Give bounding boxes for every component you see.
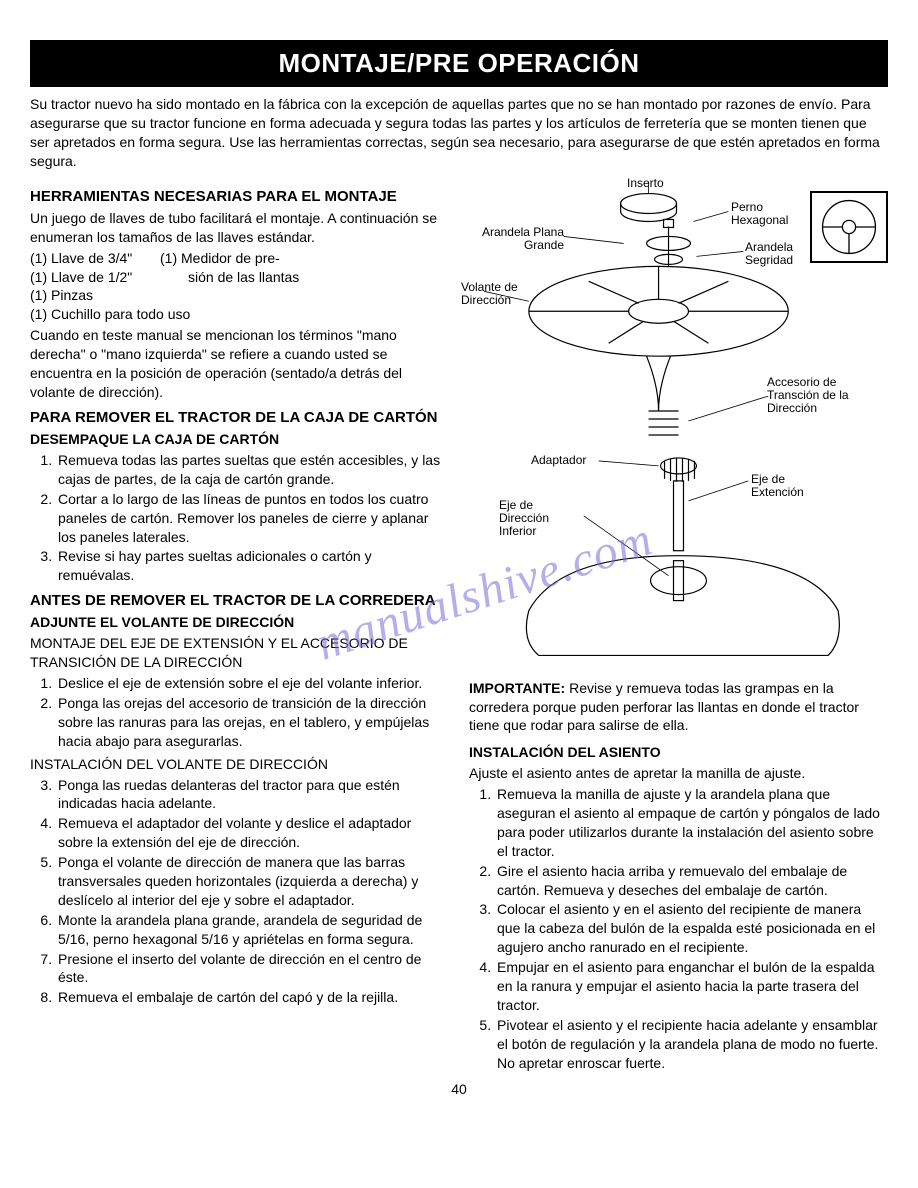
tool-item: (1) Medidor de pre- — [160, 249, 280, 268]
list-item: Pivotear el asiento y el recipiente haci… — [495, 1016, 888, 1073]
page-number: 40 — [30, 1080, 888, 1099]
adj-sub: MONTAJE DEL EJE DE EXTENSIÓN Y EL ACCESO… — [30, 634, 449, 672]
intro-paragraph: Su tractor nuevo ha sido montado en la f… — [30, 95, 888, 171]
desempaque-list: Remueva todas las partes sueltas que est… — [30, 451, 449, 585]
list-item: Ponga las orejas del accesorio de transi… — [56, 694, 449, 751]
label-accesorio: Accesorio de Transción de la Dirección — [767, 376, 862, 416]
label-adaptador: Adaptador — [531, 454, 586, 467]
list-item: Empujar en el asiento para enganchar el … — [495, 958, 888, 1015]
page: manualshive.com MONTAJE/PRE OPERACIÓN Su… — [30, 40, 888, 1099]
list-item: Monte la arandela plana grande, arandela… — [56, 911, 449, 949]
label-eje-ext: Eje de Extención — [751, 473, 826, 499]
heading-asiento: INSTALACIÓN DEL ASIENTO — [469, 743, 888, 762]
list-item: Deslice el eje de extensión sobre el eje… — [56, 674, 449, 693]
list-item: Ponga las ruedas delanteras del tractor … — [56, 776, 449, 814]
right-column: Inserto Perno Hexagonal Arandela Plana G… — [469, 181, 888, 1077]
tool-item: (1) Llave de 3/4" — [30, 249, 160, 268]
list-item: Remueva el adaptador del volante y desli… — [56, 814, 449, 852]
label-volante: Volante de Dirección — [461, 281, 536, 307]
list-item: Gire el asiento hacia arriba y remuevalo… — [495, 862, 888, 900]
steering-diagram: Inserto Perno Hexagonal Arandela Plana G… — [469, 181, 888, 671]
list-item: Remueva todas las partes sueltas que est… — [56, 451, 449, 489]
label-perno: Perno Hexagonal — [731, 201, 811, 227]
list-item: Ponga el volante de dirección de manera … — [56, 853, 449, 910]
inst-sub: INSTALACIÓN DEL VOLANTE DE DIRECCIÓN — [30, 755, 449, 774]
list-item: Remueva el embalaje de cartón del capó y… — [56, 988, 449, 1007]
importante-paragraph: IMPORTANTE: Revise y remueva todas las g… — [469, 679, 888, 736]
list-item: Cortar a lo largo de las líneas de punto… — [56, 490, 449, 547]
tool-item: (1) Llave de 1/2" — [30, 268, 160, 287]
heading-antes: ANTES DE REMOVER EL TRACTOR DE LA CORRED… — [30, 591, 449, 611]
label-arandela-plana: Arandela Plana Grande — [469, 226, 564, 252]
label-eje-inf: Eje de Dirección Inferior — [499, 499, 579, 539]
inset-wheel-icon — [812, 193, 886, 261]
tool-item: (1) Pinzas — [30, 286, 449, 305]
left-column: HERRAMIENTAS NECESARIAS PARA EL MONTAJE … — [30, 181, 449, 1077]
asiento-intro: Ajuste el asiento antes de apretar la ma… — [469, 764, 888, 783]
tool-row: (1) Llave de 3/4" (1) Medidor de pre- — [30, 249, 449, 268]
label-arandela-seg: Arandela Segridad — [745, 241, 815, 267]
asiento-list: Remueva la manilla de ajuste y la arande… — [469, 785, 888, 1072]
heading-remove: PARA REMOVER EL TRACTOR DE LA CAJA DE CA… — [30, 408, 449, 428]
two-columns: HERRAMIENTAS NECESARIAS PARA EL MONTAJE … — [30, 181, 888, 1077]
tools-note: Cuando en teste manual se mencionan los … — [30, 326, 449, 402]
list-item: Remueva la manilla de ajuste y la arande… — [495, 785, 888, 861]
list-item: Presione el inserto del volante de direc… — [56, 950, 449, 988]
list-item: Revise si hay partes sueltas adicionales… — [56, 547, 449, 585]
steering-inset-box — [810, 191, 888, 263]
tool-item: sión de las llantas — [160, 268, 299, 287]
tool-list: (1) Llave de 3/4" (1) Medidor de pre- (1… — [30, 249, 449, 325]
importante-label: IMPORTANTE: — [469, 680, 565, 696]
adj-list-a: Deslice el eje de extensión sobre el eje… — [30, 674, 449, 751]
heading-adjunte: ADJUNTE EL VOLANTE DE DIRECCIÓN — [30, 613, 449, 632]
list-item: Colocar el asiento y en el asiento del r… — [495, 900, 888, 957]
tool-row: (1) Llave de 1/2" sión de las llantas — [30, 268, 449, 287]
banner-title: MONTAJE/PRE OPERACIÓN — [30, 40, 888, 87]
heading-tools: HERRAMIENTAS NECESARIAS PARA EL MONTAJE — [30, 187, 449, 207]
label-inserto: Inserto — [627, 177, 664, 190]
tools-intro: Un juego de llaves de tubo facilitará el… — [30, 209, 449, 247]
adj-list-b: Ponga las ruedas delanteras del tractor … — [30, 776, 449, 1008]
tool-item: (1) Cuchillo para todo uso — [30, 305, 449, 324]
heading-desempaque: DESEMPAQUE LA CAJA DE CARTÓN — [30, 430, 449, 449]
